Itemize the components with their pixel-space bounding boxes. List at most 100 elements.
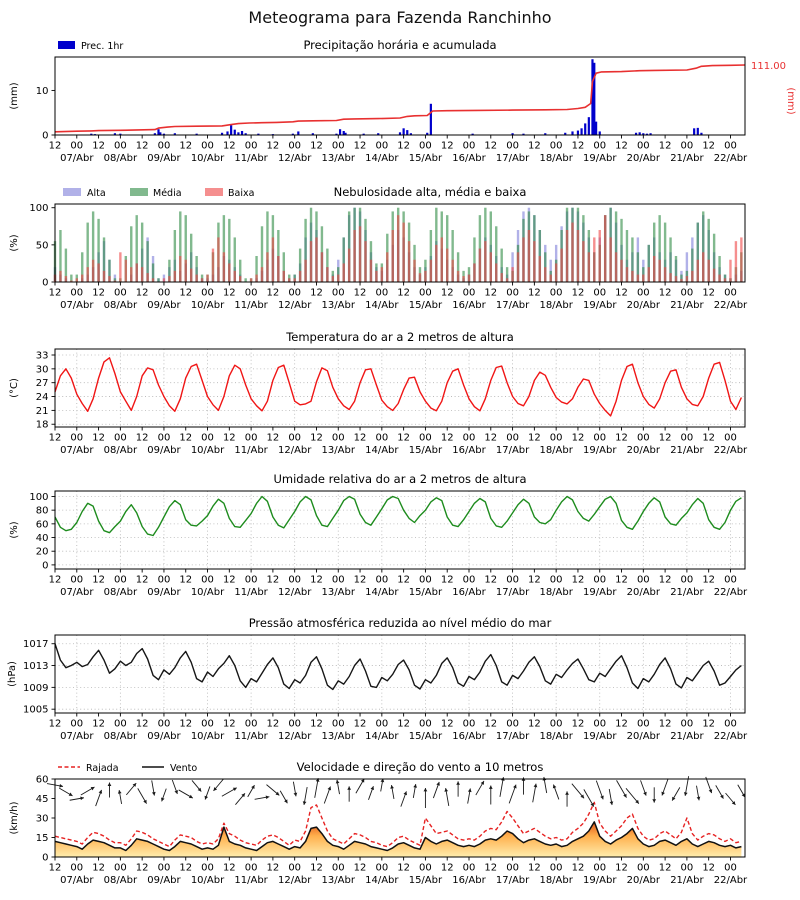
svg-text:00: 00 <box>114 863 127 874</box>
svg-text:17/Abr: 17/Abr <box>496 300 530 311</box>
svg-text:12: 12 <box>702 719 715 730</box>
svg-text:12: 12 <box>528 719 541 730</box>
press-line <box>54 643 742 691</box>
svg-text:22/Abr: 22/Abr <box>714 153 748 164</box>
svg-text:12: 12 <box>223 575 236 586</box>
svg-text:07/Abr: 07/Abr <box>60 300 94 311</box>
svg-text:11/Abr: 11/Abr <box>234 587 268 598</box>
wind-speed-fill <box>55 821 742 857</box>
svg-text:12/Abr: 12/Abr <box>278 731 312 742</box>
svg-text:18/Abr: 18/Abr <box>539 731 573 742</box>
svg-text:12: 12 <box>49 141 62 152</box>
svg-text:00: 00 <box>114 433 127 444</box>
panel-title-precipitation: Precipitação horária e acumulada <box>303 38 496 52</box>
svg-text:11/Abr: 11/Abr <box>234 875 268 886</box>
svg-text:50: 50 <box>36 240 49 251</box>
svg-text:12: 12 <box>441 433 454 444</box>
svg-text:12: 12 <box>615 288 628 299</box>
svg-text:00: 00 <box>724 719 737 730</box>
svg-text:00: 00 <box>637 141 650 152</box>
panel-humidity: Umidade relativa do ar a 2 metros de alt… <box>9 472 748 598</box>
svg-text:00: 00 <box>419 863 432 874</box>
svg-text:12: 12 <box>441 863 454 874</box>
svg-text:00: 00 <box>70 433 83 444</box>
svg-text:14/Abr: 14/Abr <box>365 153 399 164</box>
svg-text:20/Abr: 20/Abr <box>627 587 661 598</box>
accum-max-value: 111.00 <box>751 61 786 72</box>
svg-text:17/Abr: 17/Abr <box>496 587 530 598</box>
svg-text:16/Abr: 16/Abr <box>452 875 486 886</box>
svg-text:12: 12 <box>572 141 585 152</box>
svg-text:12: 12 <box>441 141 454 152</box>
svg-text:09/Abr: 09/Abr <box>147 587 181 598</box>
svg-text:00: 00 <box>70 719 83 730</box>
svg-text:08/Abr: 08/Abr <box>104 445 138 456</box>
svg-text:18/Abr: 18/Abr <box>539 875 573 886</box>
svg-text:16/Abr: 16/Abr <box>452 300 486 311</box>
svg-text:00: 00 <box>593 141 606 152</box>
svg-text:19/Abr: 19/Abr <box>583 875 617 886</box>
right-axis-label-mm: (mm) <box>785 87 796 114</box>
temp-line <box>54 357 743 417</box>
svg-text:0: 0 <box>42 131 48 142</box>
svg-text:13/Abr: 13/Abr <box>322 731 356 742</box>
hum-line <box>54 495 742 537</box>
svg-text:12: 12 <box>572 288 585 299</box>
svg-text:00: 00 <box>506 288 519 299</box>
svg-text:19/Abr: 19/Abr <box>583 445 617 456</box>
svg-text:11/Abr: 11/Abr <box>234 300 268 311</box>
svg-text:00: 00 <box>550 433 563 444</box>
svg-text:12: 12 <box>484 433 497 444</box>
svg-text:13/Abr: 13/Abr <box>322 445 356 456</box>
svg-text:12: 12 <box>136 433 149 444</box>
legend-swatch-baixa <box>205 188 223 196</box>
svg-text:12: 12 <box>179 719 192 730</box>
panel-title-cloudiness: Nebulosidade alta, média e baixa <box>334 185 527 199</box>
svg-text:12: 12 <box>441 719 454 730</box>
svg-text:00: 00 <box>114 719 127 730</box>
svg-text:12: 12 <box>267 575 280 586</box>
svg-text:15/Abr: 15/Abr <box>409 587 443 598</box>
svg-text:12: 12 <box>484 719 497 730</box>
y-axis-label-percent: (%) <box>9 234 20 251</box>
svg-text:00: 00 <box>332 719 345 730</box>
svg-text:14/Abr: 14/Abr <box>365 445 399 456</box>
svg-text:00: 00 <box>332 575 345 586</box>
svg-text:19/Abr: 19/Abr <box>583 153 617 164</box>
svg-text:00: 00 <box>724 141 737 152</box>
svg-text:00: 00 <box>158 141 171 152</box>
svg-text:12: 12 <box>615 141 628 152</box>
svg-text:20/Abr: 20/Abr <box>627 731 661 742</box>
svg-text:12: 12 <box>615 863 628 874</box>
svg-text:07/Abr: 07/Abr <box>60 153 94 164</box>
panel-wind: Rajada Vento Velocidade e direção do ven… <box>9 760 748 886</box>
svg-text:00: 00 <box>114 575 127 586</box>
svg-text:12: 12 <box>354 863 367 874</box>
legend-swatch-media <box>130 188 148 196</box>
svg-text:12/Abr: 12/Abr <box>278 300 312 311</box>
svg-text:12: 12 <box>659 863 672 874</box>
svg-text:22/Abr: 22/Abr <box>714 300 748 311</box>
svg-text:12: 12 <box>310 288 323 299</box>
svg-text:1009: 1009 <box>23 683 48 694</box>
svg-text:22/Abr: 22/Abr <box>714 587 748 598</box>
svg-text:12: 12 <box>572 575 585 586</box>
svg-text:11/Abr: 11/Abr <box>234 153 268 164</box>
svg-text:00: 00 <box>201 863 214 874</box>
svg-text:00: 00 <box>550 575 563 586</box>
svg-text:60: 60 <box>36 519 49 530</box>
svg-text:17/Abr: 17/Abr <box>496 731 530 742</box>
svg-text:13/Abr: 13/Abr <box>322 875 356 886</box>
svg-text:12: 12 <box>441 288 454 299</box>
precip-bars <box>90 59 703 136</box>
svg-text:12: 12 <box>572 719 585 730</box>
svg-text:11/Abr: 11/Abr <box>234 445 268 456</box>
svg-text:07/Abr: 07/Abr <box>60 587 94 598</box>
svg-text:00: 00 <box>419 288 432 299</box>
svg-text:12: 12 <box>92 288 105 299</box>
svg-text:12: 12 <box>92 863 105 874</box>
svg-text:18/Abr: 18/Abr <box>539 445 573 456</box>
svg-text:00: 00 <box>332 863 345 874</box>
svg-text:08/Abr: 08/Abr <box>104 587 138 598</box>
svg-text:20/Abr: 20/Abr <box>627 153 661 164</box>
